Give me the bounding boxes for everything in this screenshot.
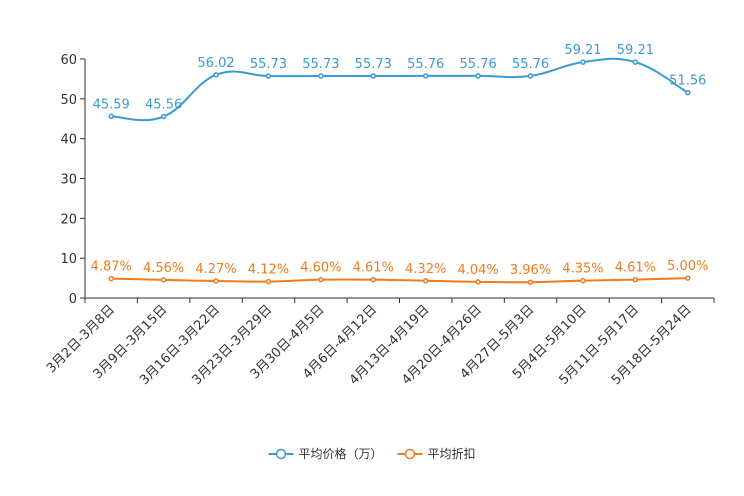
data-label: 45.56 (145, 98, 182, 113)
series-layer: 45.59 45.56 56.02 55.73 55.73 55.73 55.76 55.76… (91, 43, 708, 285)
data-label: 4.35% (562, 262, 603, 277)
series-0: 45.59 45.56 56.02 55.73 55.73 55.73 55.76 55.76… (93, 43, 706, 122)
data-label: 4.56% (143, 261, 184, 276)
y-tick-label: 40 (60, 133, 77, 148)
data-label: 5.00% (667, 259, 708, 274)
data-label: 55.73 (355, 57, 392, 72)
data-label: 56.02 (197, 56, 234, 71)
data-point[interactable] (527, 279, 534, 285)
legend-label: 平均折扣 (428, 446, 476, 461)
legend-marker-icon (275, 448, 287, 460)
y-tick-label: 10 (60, 252, 77, 267)
data-point[interactable] (108, 113, 114, 120)
data-label: 59.21 (617, 43, 654, 58)
data-label: 4.87% (91, 260, 132, 275)
series-1-line (111, 277, 688, 284)
data-point[interactable] (580, 59, 586, 65)
data-point[interactable] (422, 278, 429, 284)
data-point[interactable] (160, 113, 167, 120)
data-label: 4.04% (457, 263, 498, 278)
y-tick-label: 0 (69, 292, 77, 307)
data-point[interactable] (632, 276, 639, 283)
legend-label: 平均价格（万） (298, 446, 382, 461)
data-label: 4.27% (195, 262, 236, 277)
data-point[interactable] (213, 72, 219, 78)
data-point[interactable] (422, 73, 429, 79)
data-label: 4.12% (248, 263, 289, 278)
legend-item-0[interactable]: 平均价格（万） (268, 446, 383, 461)
data-label: 55.73 (250, 57, 287, 72)
y-tick-label: 60 (60, 53, 77, 68)
data-label: 4.61% (615, 261, 656, 276)
data-label: 3.96% (510, 263, 551, 278)
data-point[interactable] (475, 279, 481, 285)
data-label: 45.59 (93, 97, 130, 112)
y-tick-label: 30 (60, 173, 77, 188)
data-label: 59.21 (564, 43, 601, 58)
legend[interactable]: 平均价格（万） 平均折扣 (268, 446, 476, 461)
data-point[interactable] (160, 277, 167, 283)
data-label: 4.60% (300, 261, 341, 276)
data-point[interactable] (265, 73, 272, 79)
data-label: 51.56 (669, 74, 706, 89)
data-point[interactable] (475, 73, 481, 79)
data-point[interactable] (580, 277, 586, 284)
data-label: 55.76 (407, 57, 444, 72)
data-label: 55.76 (460, 57, 497, 72)
data-point[interactable] (370, 276, 377, 283)
data-point[interactable] (527, 73, 534, 79)
data-point[interactable] (685, 89, 691, 96)
data-point[interactable] (318, 276, 324, 283)
legend-marker-icon (404, 448, 416, 460)
data-point[interactable] (318, 73, 324, 79)
series-0-line (111, 57, 689, 122)
x-axis: 3月2日-3月8日3月9日-3月15日3月16日-3月22日3月23日-3月29… (44, 297, 715, 388)
y-axis: 0 10 20 30 40 50 60 (60, 53, 86, 307)
data-point[interactable] (213, 278, 219, 284)
y-tick-label: 20 (60, 212, 77, 227)
data-point[interactable] (685, 275, 691, 281)
data-label: 55.73 (302, 57, 339, 72)
data-point[interactable] (108, 275, 114, 282)
data-label: 4.32% (405, 262, 446, 277)
legend-item-1[interactable]: 平均折扣 (397, 446, 476, 461)
y-tick-label: 50 (60, 93, 77, 108)
series-1: 4.87% 4.56% 4.27% 4.12% 4.60% 4.61% 4.32% 4.04%… (91, 259, 708, 285)
data-label: 55.76 (512, 57, 549, 72)
data-point[interactable] (632, 59, 639, 65)
data-point[interactable] (265, 278, 272, 285)
data-label: 4.61% (353, 261, 394, 276)
data-point[interactable] (370, 73, 377, 79)
